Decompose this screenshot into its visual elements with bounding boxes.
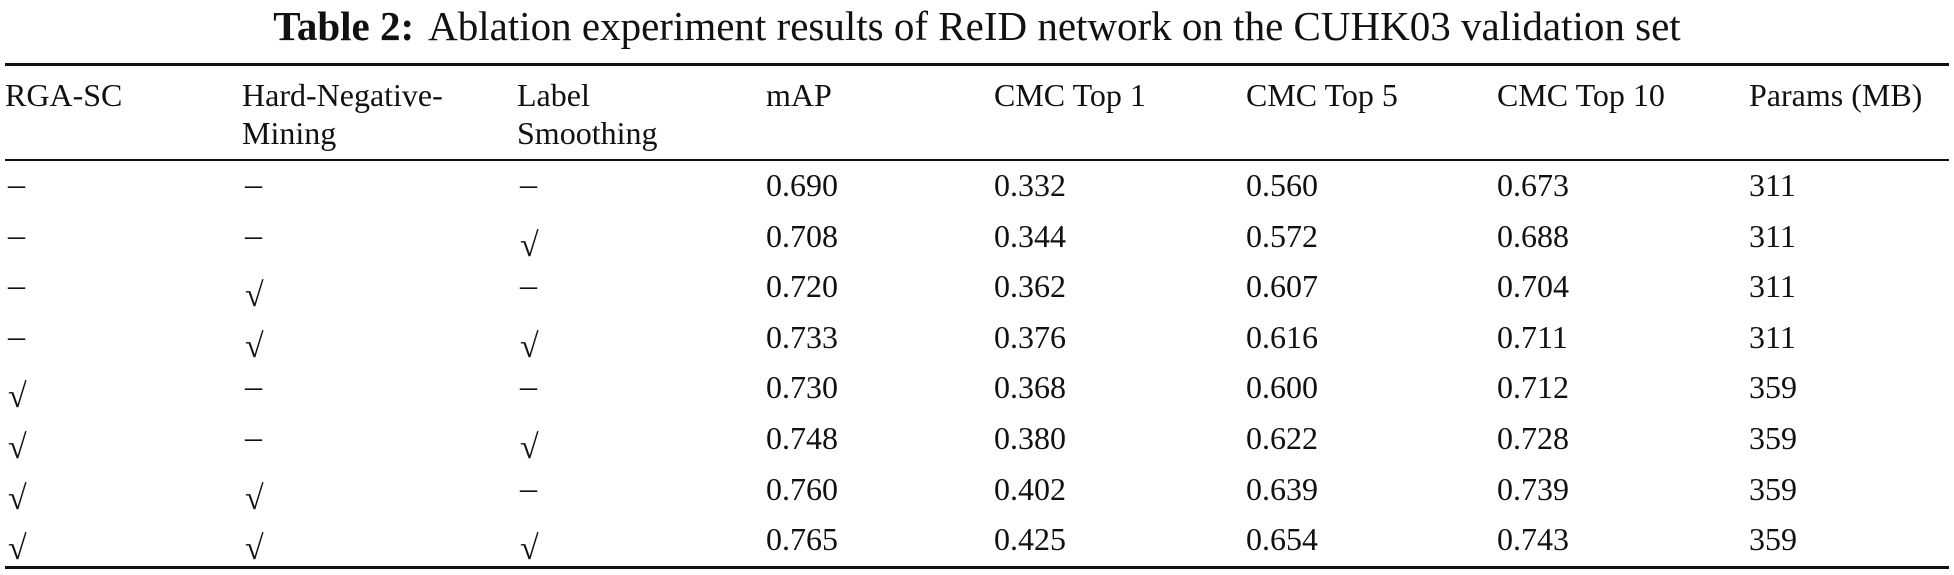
check-mark-icon: √ [245,479,264,517]
cell-top10: 0.728 [1497,420,1569,456]
cell-top10: 0.704 [1497,268,1569,305]
cell-top5: 0.607 [1246,268,1318,305]
check-mark-icon: √ [245,327,264,365]
cell-params: 359 [1749,521,1797,558]
dash-mark-icon: – [8,216,25,254]
check-mark-icon: √ [520,327,539,365]
header-map: mAP [766,77,832,113]
check-mark-icon: √ [8,530,27,568]
header-rule [5,159,1949,161]
table-row: √ √ √ 0.765 0.425 0.654 0.743 359 [0,520,1954,571]
check-mark-icon: √ [520,226,539,264]
table-row: √ – √ 0.748 0.380 0.622 0.728 359 [0,419,1954,470]
cell-map: 0.690 [766,167,838,203]
cell-params: 359 [1749,470,1797,507]
header-ls-line1: Label [517,77,590,113]
header-rga-sc: RGA-SC [5,77,123,113]
cell-params: 311 [1749,268,1796,305]
cell-top1: 0.344 [994,217,1066,254]
cell-top5: 0.572 [1246,217,1318,254]
cell-map: 0.765 [766,521,838,558]
cell-params: 311 [1749,318,1796,355]
table-caption: Table 2: Ablation experiment results of R… [0,0,1954,52]
check-mark-icon: √ [245,277,264,315]
bottom-rule [5,566,1949,569]
header-cmc-top1: CMC Top 1 [994,77,1146,113]
table-row: √ – – 0.730 0.368 0.600 0.712 359 [0,368,1954,419]
cell-top1: 0.380 [994,420,1066,456]
dash-mark-icon: – [245,368,262,406]
check-mark-icon: √ [8,479,27,517]
cell-top10: 0.712 [1497,369,1569,406]
cell-top1: 0.376 [994,318,1066,355]
dash-mark-icon: – [520,368,537,406]
table-row: – – √ 0.708 0.344 0.572 0.688 311 [0,217,1954,268]
cell-top5: 0.600 [1246,369,1318,406]
cell-params: 311 [1749,217,1796,254]
dash-mark-icon: – [8,317,25,355]
check-mark-icon: √ [8,378,27,416]
cell-top1: 0.362 [994,268,1066,305]
cell-map: 0.730 [766,369,838,406]
caption-label: Table 2: [273,3,415,49]
table-row: – – – 0.690 0.332 0.560 0.673 311 [0,166,1954,217]
header-hard-negative-mining: Hard-Negative- Mining [242,76,443,152]
dash-mark-icon: – [8,166,25,203]
dash-mark-icon: – [520,166,537,203]
table-row: – √ √ 0.733 0.376 0.616 0.711 311 [0,318,1954,369]
cell-top5: 0.654 [1246,521,1318,558]
header-label-smoothing: Label Smoothing [517,76,657,152]
cell-top10: 0.743 [1497,521,1569,558]
cell-top1: 0.402 [994,470,1066,507]
top-rule [5,63,1949,66]
dash-mark-icon: – [8,267,25,305]
header-cmc-top5: CMC Top 5 [1246,77,1398,113]
table-row: – √ – 0.720 0.362 0.607 0.704 311 [0,267,1954,318]
cell-top10: 0.739 [1497,470,1569,507]
cell-top10: 0.688 [1497,217,1569,254]
check-mark-icon: √ [8,429,27,466]
cell-map: 0.733 [766,318,838,355]
cell-top5: 0.616 [1246,318,1318,355]
header-cmc-top10: CMC Top 10 [1497,77,1665,113]
dash-mark-icon: – [245,419,262,456]
dash-mark-icon: – [520,469,537,507]
header-ls-line2: Smoothing [517,115,658,151]
header-params: Params (MB) [1749,77,1923,113]
cell-params: 359 [1749,420,1797,456]
header-hnm-line2: Mining [242,115,337,151]
cell-map: 0.760 [766,470,838,507]
cell-top10: 0.673 [1497,167,1569,203]
dash-mark-icon: – [245,216,262,254]
cell-map: 0.748 [766,420,838,456]
dash-mark-icon: – [245,166,262,203]
cell-top1: 0.368 [994,369,1066,406]
cell-params: 359 [1749,369,1797,406]
cell-top5: 0.560 [1246,167,1318,203]
cell-top5: 0.622 [1246,420,1318,456]
cell-top1: 0.332 [994,167,1066,203]
cell-top10: 0.711 [1497,318,1568,355]
caption-text: Ablation experiment results of ReID netw… [428,3,1681,49]
cell-map: 0.708 [766,217,838,254]
cell-top1: 0.425 [994,521,1066,558]
cell-top5: 0.639 [1246,470,1318,507]
header-hnm-line1: Hard-Negative- [242,77,443,113]
check-mark-icon: √ [520,530,539,568]
cell-params: 311 [1749,167,1796,203]
dash-mark-icon: – [520,267,537,305]
check-mark-icon: √ [520,429,539,466]
check-mark-icon: √ [245,530,264,568]
table-row: √ √ – 0.760 0.402 0.639 0.739 359 [0,470,1954,521]
cell-map: 0.720 [766,268,838,305]
